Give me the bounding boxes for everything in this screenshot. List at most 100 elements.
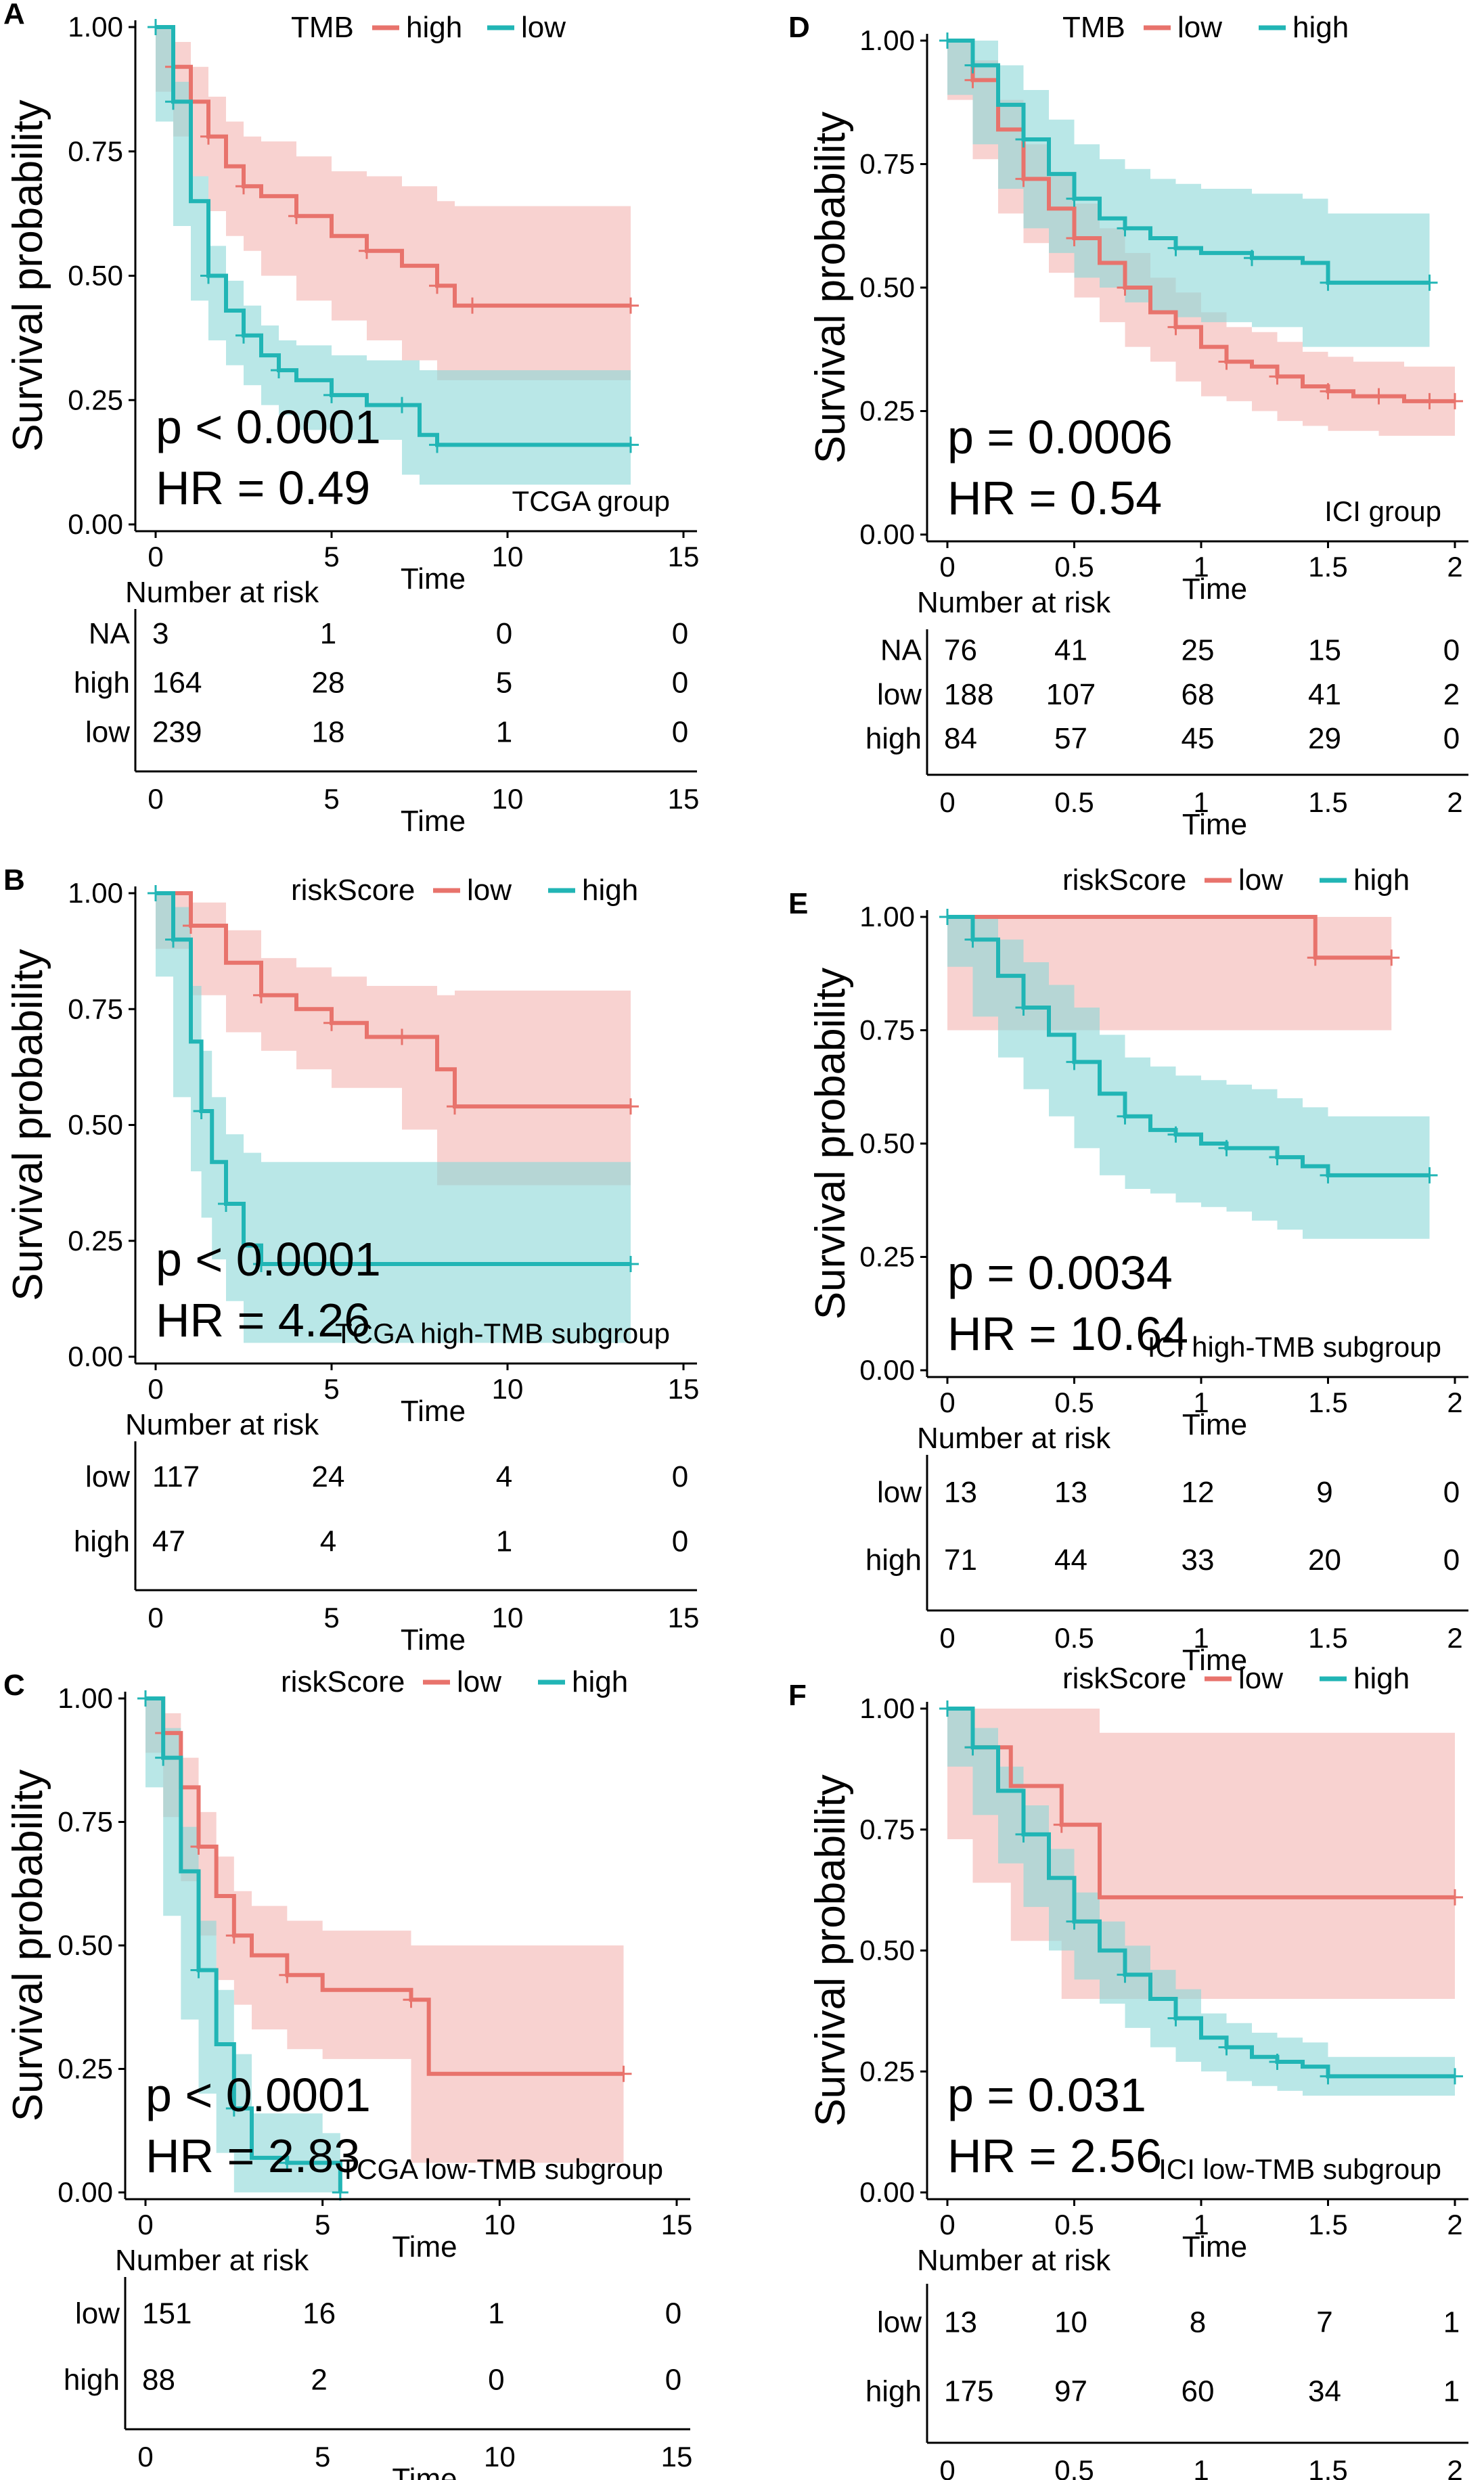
risk-count: 15 <box>1308 634 1341 667</box>
risk-x-tick-label: 2 <box>1447 2454 1462 2480</box>
censor-mark <box>1421 274 1438 291</box>
p-value-text: p = 0.0006 <box>947 411 1173 464</box>
censor-mark <box>200 128 217 145</box>
x-tick-label: 0.5 <box>1054 1386 1094 1418</box>
risk-count: 0 <box>672 1460 688 1493</box>
risk-x-tick-label: 1 <box>1193 2454 1209 2480</box>
risk-count: 117 <box>152 1460 200 1493</box>
censor-mark <box>615 2065 632 2082</box>
risk-count: 8 <box>1190 2306 1206 2339</box>
risk-count: 41 <box>1308 678 1341 711</box>
risk-row-label: NA <box>880 634 922 667</box>
censor-mark <box>1421 392 1438 409</box>
panel-label: C <box>3 1669 25 1702</box>
y-axis-title: Survival probability <box>807 1774 854 2126</box>
x-axis-title: Time <box>401 1395 466 1428</box>
y-tick-label: 0.50 <box>68 1109 123 1141</box>
risk-x-tick-label: 10 <box>492 1602 524 1633</box>
hazard-ratio-text: HR = 2.56 <box>947 2129 1162 2182</box>
censor-mark <box>225 1927 242 1944</box>
censor-mark <box>1015 131 1032 148</box>
censor-mark <box>1167 240 1184 256</box>
legend-label-low: low <box>467 874 512 907</box>
ci-band-high <box>156 893 631 1343</box>
y-tick-label: 0.00 <box>859 1354 915 1386</box>
risk-count: 0 <box>488 2363 504 2396</box>
ci-band-high <box>156 27 631 380</box>
risk-x-tick-label: 2 <box>1447 1622 1462 1654</box>
censor-mark <box>1066 190 1083 207</box>
risk-row-label: high <box>64 2363 120 2396</box>
censor-mark <box>288 208 305 225</box>
risk-count: 107 <box>1046 678 1096 711</box>
risk-x-tick-label: 15 <box>668 1602 700 1633</box>
y-tick-label: 0.00 <box>859 2176 915 2208</box>
legend-label-low: low <box>1238 863 1283 897</box>
risk-x-axis-title: Time <box>1182 2476 1247 2480</box>
risk-row-label: high <box>74 1525 130 1558</box>
risk-count: 5 <box>496 667 512 700</box>
censor-mark <box>1320 383 1336 400</box>
x-tick-label: 10 <box>492 541 524 572</box>
x-tick-label: 0 <box>939 551 955 583</box>
x-tick-label: 10 <box>484 2209 516 2240</box>
risk-row-label: low <box>75 2297 120 2330</box>
legend-label-high: high <box>406 11 462 44</box>
risk-count: 0 <box>1443 722 1460 755</box>
censor-mark <box>1269 2053 1286 2070</box>
subgroup-title: ICI high-TMB subgroup <box>1148 1331 1441 1363</box>
risk-count: 2 <box>1443 678 1460 711</box>
censor-mark <box>623 1098 639 1115</box>
x-tick-label: 1 <box>1193 2209 1209 2240</box>
risk-count: 29 <box>1308 722 1341 755</box>
risk-x-tick-label: 0.5 <box>1054 2454 1094 2480</box>
legend-label-low: low <box>1238 1662 1283 1695</box>
censor-mark <box>1218 353 1235 370</box>
y-axis-title: Survival probability <box>807 968 854 1320</box>
subgroup-title: ICI low-TMB subgroup <box>1159 2153 1441 2185</box>
censor-mark <box>1167 2010 1184 2027</box>
risk-count: 0 <box>665 2363 681 2396</box>
risk-count: 1 <box>1443 2306 1460 2339</box>
x-axis-title: Time <box>1182 2230 1247 2263</box>
risk-count: 28 <box>312 667 345 700</box>
censor-mark <box>165 93 181 110</box>
censor-mark <box>964 931 981 948</box>
censor-mark <box>165 931 181 948</box>
hazard-ratio-text: HR = 0.49 <box>156 461 370 514</box>
ci-band-low <box>145 1698 624 2163</box>
risk-x-tick-label: 0 <box>939 1622 955 1654</box>
y-tick-label: 1.00 <box>859 901 915 932</box>
x-tick-label: 1 <box>1193 1386 1209 1418</box>
x-tick-label: 0 <box>939 2209 955 2240</box>
censor-mark <box>253 987 269 1004</box>
x-tick-label: 5 <box>323 541 339 572</box>
censor-mark <box>137 1690 154 1707</box>
censor-mark <box>1307 949 1324 966</box>
censor-mark <box>964 1739 981 1756</box>
censor-mark <box>279 1966 296 1983</box>
risk-row-label: NA <box>89 617 131 650</box>
p-value-text: p < 0.0001 <box>156 1233 381 1286</box>
y-tick-label: 0.50 <box>68 260 123 292</box>
risk-count: 7 <box>1316 2306 1332 2339</box>
panel-c: C0.000.250.500.751.000 5 10 15TimeSurvival … <box>3 1665 692 2480</box>
survival-curve-high <box>156 25 631 308</box>
risk-x-tick-label: 15 <box>661 2441 693 2473</box>
x-axis-title: Time <box>401 562 466 595</box>
hazard-ratio-text: HR = 2.83 <box>145 2129 360 2182</box>
x-tick-label: 0.5 <box>1054 2209 1094 2240</box>
risk-count: 239 <box>152 715 202 748</box>
risk-row-label: low <box>877 2306 922 2339</box>
censor-mark <box>1015 999 1032 1016</box>
p-value-text: p = 0.031 <box>947 2069 1146 2121</box>
censor-mark <box>271 362 287 379</box>
censor-mark <box>235 178 252 195</box>
panel-f: F0.000.250.500.751.000 0.5 1 1.5 2TimeSurviv… <box>788 1662 1468 2480</box>
risk-count: 1 <box>1443 2375 1460 2408</box>
risk-count: 84 <box>944 722 977 755</box>
censor-mark <box>939 1700 955 1717</box>
y-tick-label: 1.00 <box>859 24 915 56</box>
risk-count: 10 <box>1054 2306 1087 2339</box>
risk-count: 25 <box>1182 634 1215 667</box>
